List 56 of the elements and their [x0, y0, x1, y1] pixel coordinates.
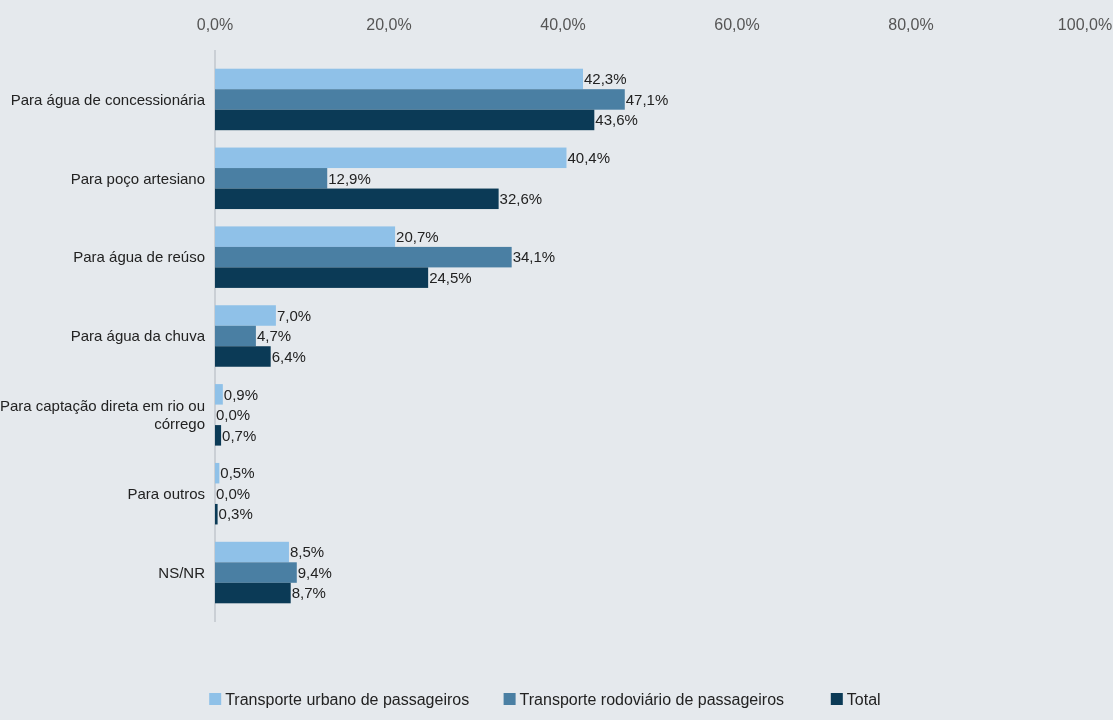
bar [215, 562, 297, 583]
bar [215, 168, 328, 189]
data-label: 6,4% [271, 347, 306, 365]
data-label: 8,7% [291, 584, 326, 602]
x-tick-label: 80,0% [888, 16, 934, 33]
data-label: 20,7% [396, 227, 439, 245]
bar [215, 462, 220, 484]
data-label: 12,9% [328, 169, 371, 187]
data-label: 32,6% [499, 190, 543, 208]
bar [215, 582, 291, 604]
data-label: 9,4% [297, 563, 332, 581]
bar [215, 147, 567, 169]
data-label: 7,0% [276, 306, 312, 324]
bar [215, 425, 222, 446]
x-tick-label: 100,0% [1057, 16, 1113, 33]
data-label: 24,5% [429, 268, 472, 286]
data-label: 0,3% [218, 505, 253, 523]
data-label: 0,0% [216, 406, 251, 424]
bar [215, 346, 271, 367]
bar [215, 267, 429, 288]
bar [215, 89, 625, 110]
data-label: 42,3% [584, 70, 627, 88]
bar [215, 384, 223, 405]
bar [215, 109, 595, 131]
data-label: 0,5% [220, 464, 255, 482]
y-tick-label: Para outros [127, 484, 205, 502]
data-label: 47,1% [625, 90, 669, 108]
bar [215, 246, 512, 268]
data-label: 34,1% [512, 248, 556, 266]
bar [215, 503, 218, 525]
y-tick-label: Para poço artesiano [70, 169, 205, 187]
x-tick-label: 60,0% [714, 16, 760, 33]
data-label: 8,5% [289, 543, 325, 561]
y-tick-label: Para água de concessionária [10, 90, 206, 108]
bar [215, 68, 584, 90]
data-label: 4,7% [256, 327, 292, 345]
data-label: 0,0% [216, 484, 251, 502]
y-tick-label: Para água de reúso [73, 248, 205, 266]
legend-label: Transporte urbano de passageiros [225, 691, 470, 708]
legend-label: Total [846, 691, 881, 708]
bar [215, 325, 256, 347]
data-label: 0,9% [223, 385, 259, 403]
data-label: 43,6% [595, 111, 638, 129]
x-tick-label: 40,0% [540, 16, 586, 33]
y-tick-label: Para água da chuva [70, 327, 206, 345]
data-label: 40,4% [567, 149, 611, 167]
legend-label: Transporte rodoviário de passageiros [519, 691, 785, 708]
data-label: 0,7% [222, 426, 257, 444]
y-tick-label: NS/NR [158, 563, 206, 581]
x-tick-label: 0,0% [196, 16, 234, 33]
bar [215, 305, 276, 326]
bar [215, 188, 499, 210]
x-tick-label: 20,0% [366, 16, 412, 33]
bar [215, 541, 289, 563]
y-tick-label: Para captação direta em rio ou córrego [0, 397, 205, 433]
bar [215, 226, 396, 247]
